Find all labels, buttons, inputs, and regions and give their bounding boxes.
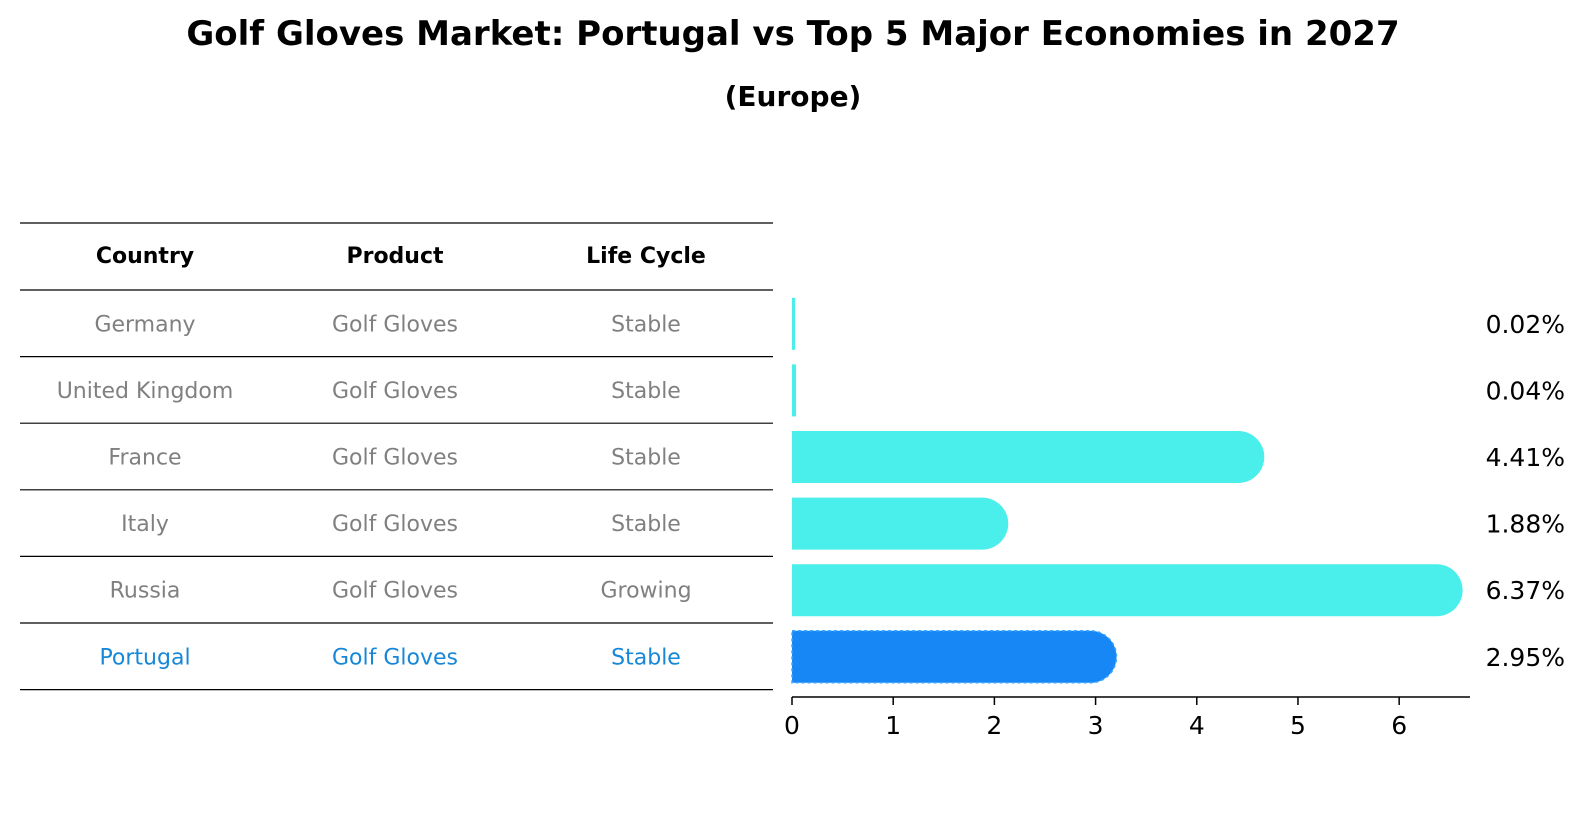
x-tick-label-5: 5 [1290, 711, 1306, 740]
table-cell: Stable [611, 379, 681, 404]
table-cell: Stable [611, 312, 681, 337]
bar-1 [792, 364, 797, 417]
table-cell: United Kingdom [57, 379, 234, 404]
bar-3 [792, 497, 1009, 550]
value-label-4: 6.37% [1486, 576, 1565, 605]
chart-title: Golf Gloves Market: Portugal vs Top 5 Ma… [186, 14, 1400, 54]
table-cell: Germany [94, 312, 195, 337]
value-label-2: 4.41% [1486, 443, 1565, 472]
x-tick-label-0: 0 [784, 711, 800, 740]
value-label-3: 1.88% [1486, 510, 1565, 539]
value-label-5: 2.95% [1486, 643, 1565, 672]
table-cell: Russia [110, 579, 181, 604]
table-header-1: Product [346, 244, 444, 269]
table-header-2: Life Cycle [586, 244, 706, 269]
value-label-0: 0.02% [1486, 310, 1565, 339]
x-tick-label-2: 2 [986, 711, 1002, 740]
x-tick-label-1: 1 [885, 711, 901, 740]
table-cell: Italy [121, 512, 169, 537]
bar-2 [792, 431, 1265, 483]
table-cell: Golf Gloves [332, 579, 458, 604]
table-cell: Stable [611, 512, 681, 537]
table-cell: Growing [600, 579, 691, 604]
table-cell: Stable [611, 446, 681, 471]
table-cell: Golf Gloves [332, 512, 458, 537]
bar-4 [792, 564, 1463, 617]
x-tick-label-6: 6 [1391, 711, 1407, 740]
table-cell: Golf Gloves [332, 645, 458, 670]
x-tick-label-4: 4 [1189, 711, 1205, 740]
table-cell: Golf Gloves [332, 446, 458, 471]
table-cell: Golf Gloves [332, 312, 458, 337]
table-cell: Stable [611, 645, 681, 670]
bar-5 [791, 630, 1118, 684]
value-label-1: 0.04% [1486, 376, 1565, 405]
x-tick-label-3: 3 [1088, 711, 1104, 740]
table-cell: Golf Gloves [332, 379, 458, 404]
table-header-0: Country [96, 244, 194, 269]
table-cell: France [108, 446, 181, 471]
table-cell: Portugal [99, 645, 190, 670]
chart-subtitle: (Europe) [724, 80, 862, 113]
bar-0 [792, 297, 795, 350]
